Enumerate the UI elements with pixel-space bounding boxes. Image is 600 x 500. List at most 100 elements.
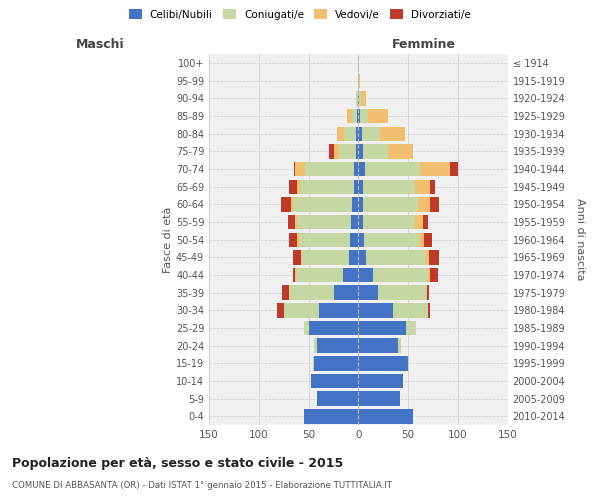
Bar xyxy=(295,215,296,230)
Bar xyxy=(355,162,358,176)
Bar xyxy=(420,162,450,176)
Bar xyxy=(295,162,305,176)
Bar xyxy=(304,409,358,424)
Bar xyxy=(364,144,388,158)
Bar xyxy=(358,321,406,336)
Bar xyxy=(358,180,364,194)
Bar xyxy=(426,286,427,300)
Y-axis label: Fasce di età: Fasce di età xyxy=(163,206,173,273)
Bar xyxy=(311,374,358,388)
Bar xyxy=(358,74,361,88)
Bar xyxy=(293,197,352,212)
Bar xyxy=(277,303,284,318)
Bar xyxy=(358,286,379,300)
Bar xyxy=(296,268,343,282)
Bar xyxy=(349,250,358,264)
Bar xyxy=(423,215,428,230)
Bar xyxy=(430,268,438,282)
Text: Maschi: Maschi xyxy=(76,38,124,51)
Bar xyxy=(338,144,356,158)
Bar xyxy=(293,162,295,176)
Bar xyxy=(398,338,401,353)
Bar xyxy=(289,286,334,300)
Bar xyxy=(428,268,430,282)
Bar xyxy=(314,356,358,370)
Bar xyxy=(358,356,408,370)
Text: Femmine: Femmine xyxy=(392,38,456,51)
Bar xyxy=(305,162,355,176)
Bar xyxy=(334,286,358,300)
Bar xyxy=(344,126,356,141)
Bar xyxy=(364,232,419,247)
Bar xyxy=(361,109,368,124)
Bar xyxy=(291,197,293,212)
Bar xyxy=(358,374,403,388)
Bar xyxy=(406,321,416,336)
Bar xyxy=(415,180,430,194)
Bar xyxy=(379,286,426,300)
Bar xyxy=(358,144,364,158)
Bar xyxy=(393,303,428,318)
Bar xyxy=(408,356,409,370)
Bar xyxy=(314,338,317,353)
Bar xyxy=(358,409,413,424)
Bar xyxy=(347,109,352,124)
Bar xyxy=(364,215,415,230)
Bar xyxy=(430,197,439,212)
Bar xyxy=(296,180,299,194)
Bar xyxy=(358,250,367,264)
Text: Popolazione per età, sesso e stato civile - 2015: Popolazione per età, sesso e stato civil… xyxy=(12,458,343,470)
Bar xyxy=(284,303,319,318)
Bar xyxy=(317,338,358,353)
Bar xyxy=(299,232,350,247)
Bar xyxy=(301,250,302,264)
Bar xyxy=(419,232,424,247)
Bar xyxy=(415,215,423,230)
Bar xyxy=(352,109,358,124)
Bar xyxy=(358,162,365,176)
Bar xyxy=(329,144,334,158)
Bar xyxy=(427,286,429,300)
Bar xyxy=(356,126,358,141)
Bar xyxy=(308,321,358,336)
Y-axis label: Anni di nascita: Anni di nascita xyxy=(575,198,585,281)
Bar xyxy=(426,250,429,264)
Bar xyxy=(343,268,358,282)
Bar xyxy=(388,144,413,158)
Bar xyxy=(319,303,358,318)
Bar xyxy=(352,197,358,212)
Bar xyxy=(282,286,289,300)
Bar xyxy=(317,392,358,406)
Bar xyxy=(350,232,358,247)
Bar xyxy=(380,126,405,141)
Bar xyxy=(358,126,362,141)
Bar xyxy=(450,162,458,176)
Bar xyxy=(358,215,364,230)
Bar xyxy=(295,268,296,282)
Bar xyxy=(358,392,400,406)
Bar xyxy=(337,126,344,141)
Bar xyxy=(358,92,359,106)
Bar xyxy=(289,180,296,194)
Bar xyxy=(355,180,358,194)
Bar xyxy=(358,268,373,282)
Bar xyxy=(302,250,349,264)
Bar xyxy=(367,250,426,264)
Bar xyxy=(296,232,299,247)
Bar xyxy=(293,250,301,264)
Bar xyxy=(373,268,428,282)
Bar xyxy=(288,215,295,230)
Bar xyxy=(289,232,296,247)
Bar xyxy=(293,268,295,282)
Bar xyxy=(429,250,439,264)
Bar xyxy=(296,215,352,230)
Bar xyxy=(418,197,430,212)
Text: COMUNE DI ABBASANTA (OR) - Dati ISTAT 1° gennaio 2015 - Elaborazione TUTTITALIA.: COMUNE DI ABBASANTA (OR) - Dati ISTAT 1°… xyxy=(12,481,392,490)
Bar xyxy=(368,109,388,124)
Bar xyxy=(430,180,435,194)
Bar xyxy=(362,126,380,141)
Bar xyxy=(358,197,364,212)
Bar xyxy=(364,197,418,212)
Bar xyxy=(356,92,358,106)
Bar xyxy=(358,303,393,318)
